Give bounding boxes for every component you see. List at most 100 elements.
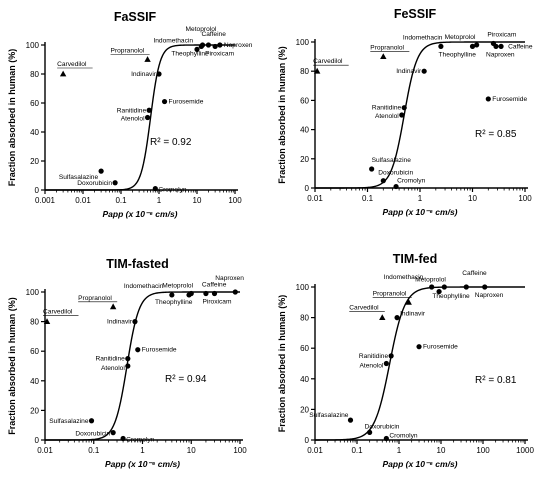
point-propranolol (405, 298, 412, 305)
y-tick-label: 40 (300, 126, 309, 135)
label-piroxicam: Piroxicam (203, 298, 232, 305)
x-tick-label: 1000 (516, 446, 534, 455)
y-tick-label: 60 (30, 347, 39, 356)
point-atenolol (144, 114, 151, 121)
x-tick-label: 0.001 (35, 196, 56, 205)
y-tick-label: 20 (300, 155, 309, 164)
label-furosemide: Furosemide (423, 344, 458, 351)
label-sulfasalazine: Sulfasalazine (59, 174, 99, 181)
y-tick-label: 100 (296, 38, 310, 47)
y-tick-label: 80 (30, 318, 39, 327)
x-tick-label: 10 (437, 446, 446, 455)
label-indomethacin: Indomethacin (384, 274, 424, 281)
r-squared-annotation: R² = 0.85 (475, 129, 517, 140)
y-tick-label: 60 (300, 96, 309, 105)
label-cromolyn: Cromolyn (389, 432, 418, 439)
point-furosemide (485, 96, 491, 102)
label-naproxen: Naproxen (224, 42, 253, 49)
label-theophylline: Theophylline (171, 50, 209, 57)
point-cromolyn (393, 183, 399, 190)
label-cromolyn: Cromolyn (126, 437, 155, 444)
point-sulfasalazine (347, 417, 354, 423)
label-atenolol: Atenolol (121, 116, 145, 123)
label-indinavir: Indinavir (107, 319, 133, 326)
panel-title: TIM-fed (393, 252, 437, 266)
x-tick-label: 10 (187, 446, 196, 455)
y-tick-label: 80 (300, 67, 309, 76)
point-indinavir (421, 68, 427, 74)
x-axis-title: Papp (x 10⁻⁶ cm/s) (105, 459, 180, 469)
point-sulfasalazine (88, 418, 95, 424)
point-cromolyn (120, 435, 126, 442)
label-sulfasalazine: Sulfasalazine (309, 412, 349, 419)
point-cromolyn (383, 435, 389, 442)
y-tick-label: 60 (30, 99, 39, 108)
point-propranolol (109, 303, 117, 310)
y-tick-label: 40 (30, 128, 39, 137)
label-indomethacin: Indomethacin (403, 34, 443, 41)
point-naproxen (232, 289, 238, 295)
x-tick-label: 1 (157, 196, 162, 205)
label-metoprolol: Metoprolol (445, 34, 476, 41)
label-carvedilol: Carvedilol (57, 61, 87, 68)
label-metoprolol: Metoprolol (186, 26, 217, 33)
chart-panel-2: FeSSIF 0 20 40 60 80 100 0.01 0.1 1 10 100 Fraction … (277, 7, 533, 217)
x-tick-label: 1 (397, 446, 402, 455)
x-tick-label: 100 (518, 194, 532, 203)
point-atenolol (383, 360, 389, 367)
point-doxorubicin (110, 430, 116, 436)
label-cromolyn: Cromolyn (397, 178, 426, 185)
point-indomethacin (438, 43, 444, 49)
point-theophylline (441, 284, 447, 290)
chart-panel-4: TIM-fed 0 20 40 60 80 100 0.01 0.1 1 10 100 1000 Frac… (277, 252, 534, 469)
y-tick-label: 0 (305, 184, 310, 193)
fit-curve (315, 286, 525, 441)
label-naproxen: Naproxen (215, 275, 244, 282)
x-tick-label: 1 (418, 194, 423, 203)
point-caffeine (203, 290, 209, 297)
point-ranitidine (146, 107, 152, 113)
label-propranolol: Propranolol (373, 290, 407, 297)
x-axis-title: Papp (x 10⁻⁶ cm/s) (382, 207, 457, 217)
label-metoprolol: Metoprolol (415, 277, 446, 284)
point-propranolol (380, 53, 387, 59)
point-furosemide (416, 344, 422, 350)
label-caffeine: Caffeine (202, 281, 227, 288)
label-doxorubicin: Doxorubicin (75, 431, 110, 438)
x-tick-label: 100 (476, 446, 490, 455)
y-axis-title: Fraction absorbed in human (%) (277, 46, 287, 184)
label-atenolol: Atenolol (375, 113, 399, 120)
point-carvedilol (43, 318, 51, 324)
x-tick-label: 0.1 (88, 446, 100, 455)
label-naproxen: Naproxen (486, 51, 515, 58)
point-theophylline (469, 43, 476, 49)
label-sulfasalazine: Sulfasalazine (49, 418, 89, 425)
point-sulfasalazine (369, 166, 375, 172)
y-tick-label: 80 (300, 314, 309, 323)
label-propranolol: Propranolol (370, 45, 404, 52)
x-tick-label: 100 (233, 446, 247, 455)
label-furosemide: Furosemide (492, 96, 527, 103)
point-indomethacin (194, 46, 200, 52)
y-tick-label: 100 (26, 288, 40, 297)
point-piroxicam (211, 290, 218, 297)
panel-title: FaSSIF (114, 10, 157, 24)
label-cromolyn: Cromolyn (158, 187, 187, 194)
point-indinavir (132, 319, 138, 325)
label-indomethacin: Indomethacin (124, 283, 164, 290)
r-squared-annotation: R² = 0.81 (475, 375, 517, 386)
point-propranolol (144, 56, 151, 62)
x-tick-label: 10 (193, 196, 202, 205)
point-carvedilol (313, 67, 321, 74)
point-naproxen (493, 43, 499, 49)
label-propranolol: Propranolol (78, 295, 112, 302)
label-furosemide: Furosemide (142, 347, 177, 354)
point-doxorubicin (380, 178, 386, 184)
point-metoprolol (474, 42, 480, 48)
label-ranitidine: Ranitidine (372, 105, 402, 112)
y-tick-label: 80 (30, 70, 39, 79)
label-theophylline: Theophylline (432, 293, 470, 300)
point-furosemide (135, 347, 141, 353)
label-piroxicam: Piroxicam (487, 31, 516, 38)
x-tick-label: 0.1 (362, 194, 374, 203)
